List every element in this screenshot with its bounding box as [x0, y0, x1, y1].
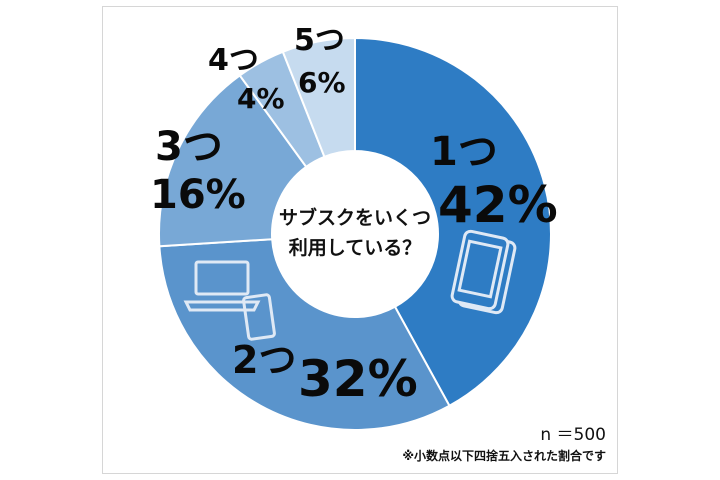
footnote: ※小数点以下四捨五入された割合です — [402, 449, 606, 463]
smartphone-icon — [450, 229, 517, 315]
laptop-icon — [183, 260, 261, 312]
tablet-icon — [242, 293, 276, 341]
chart-title-line-1: サブスクをいくつ — [279, 206, 431, 229]
label-category-5: 5つ — [294, 23, 345, 58]
label-category-1: 1つ — [430, 129, 498, 175]
label-value-1: 42% — [438, 176, 558, 234]
label-value-4: 4% — [237, 82, 285, 115]
chart-title-line-2: 利用している？ — [289, 237, 421, 259]
sample-size-label: n ＝500 — [540, 425, 606, 445]
label-category-2: 2つ — [232, 338, 296, 382]
label-category-3: 3つ — [155, 124, 223, 170]
label-value-5: 6% — [298, 66, 346, 99]
label-value-3: 16% — [150, 172, 246, 218]
label-category-4: 4つ — [208, 43, 259, 78]
label-value-2: 32% — [298, 350, 418, 408]
donut-hole — [272, 151, 438, 317]
